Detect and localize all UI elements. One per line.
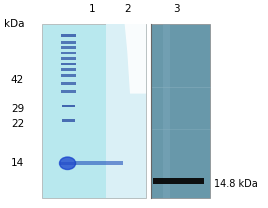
Bar: [61, 41, 76, 44]
Bar: [163, 24, 170, 198]
PathPatch shape: [125, 24, 146, 94]
Circle shape: [59, 157, 76, 170]
Bar: [151, 24, 210, 198]
Bar: [61, 90, 76, 93]
Text: 3: 3: [174, 4, 180, 14]
Bar: [153, 178, 204, 184]
Bar: [61, 82, 76, 84]
Bar: [61, 63, 76, 65]
Text: 22: 22: [11, 119, 24, 129]
Text: 1: 1: [89, 4, 96, 14]
Bar: [61, 34, 76, 37]
Bar: [106, 24, 146, 198]
Bar: [61, 68, 76, 71]
Bar: [61, 46, 76, 49]
Text: kDa: kDa: [5, 19, 25, 29]
Text: 14: 14: [11, 158, 24, 168]
Bar: [61, 52, 76, 54]
Bar: [42, 24, 146, 198]
Text: 42: 42: [11, 75, 24, 85]
Bar: [60, 162, 76, 165]
Bar: [75, 161, 123, 165]
Bar: [62, 119, 75, 122]
Text: 29: 29: [11, 104, 24, 114]
Bar: [62, 105, 75, 107]
Bar: [61, 74, 76, 77]
Text: 2: 2: [124, 4, 131, 14]
Bar: [61, 57, 76, 60]
Text: 14.8 kDa: 14.8 kDa: [214, 179, 258, 189]
